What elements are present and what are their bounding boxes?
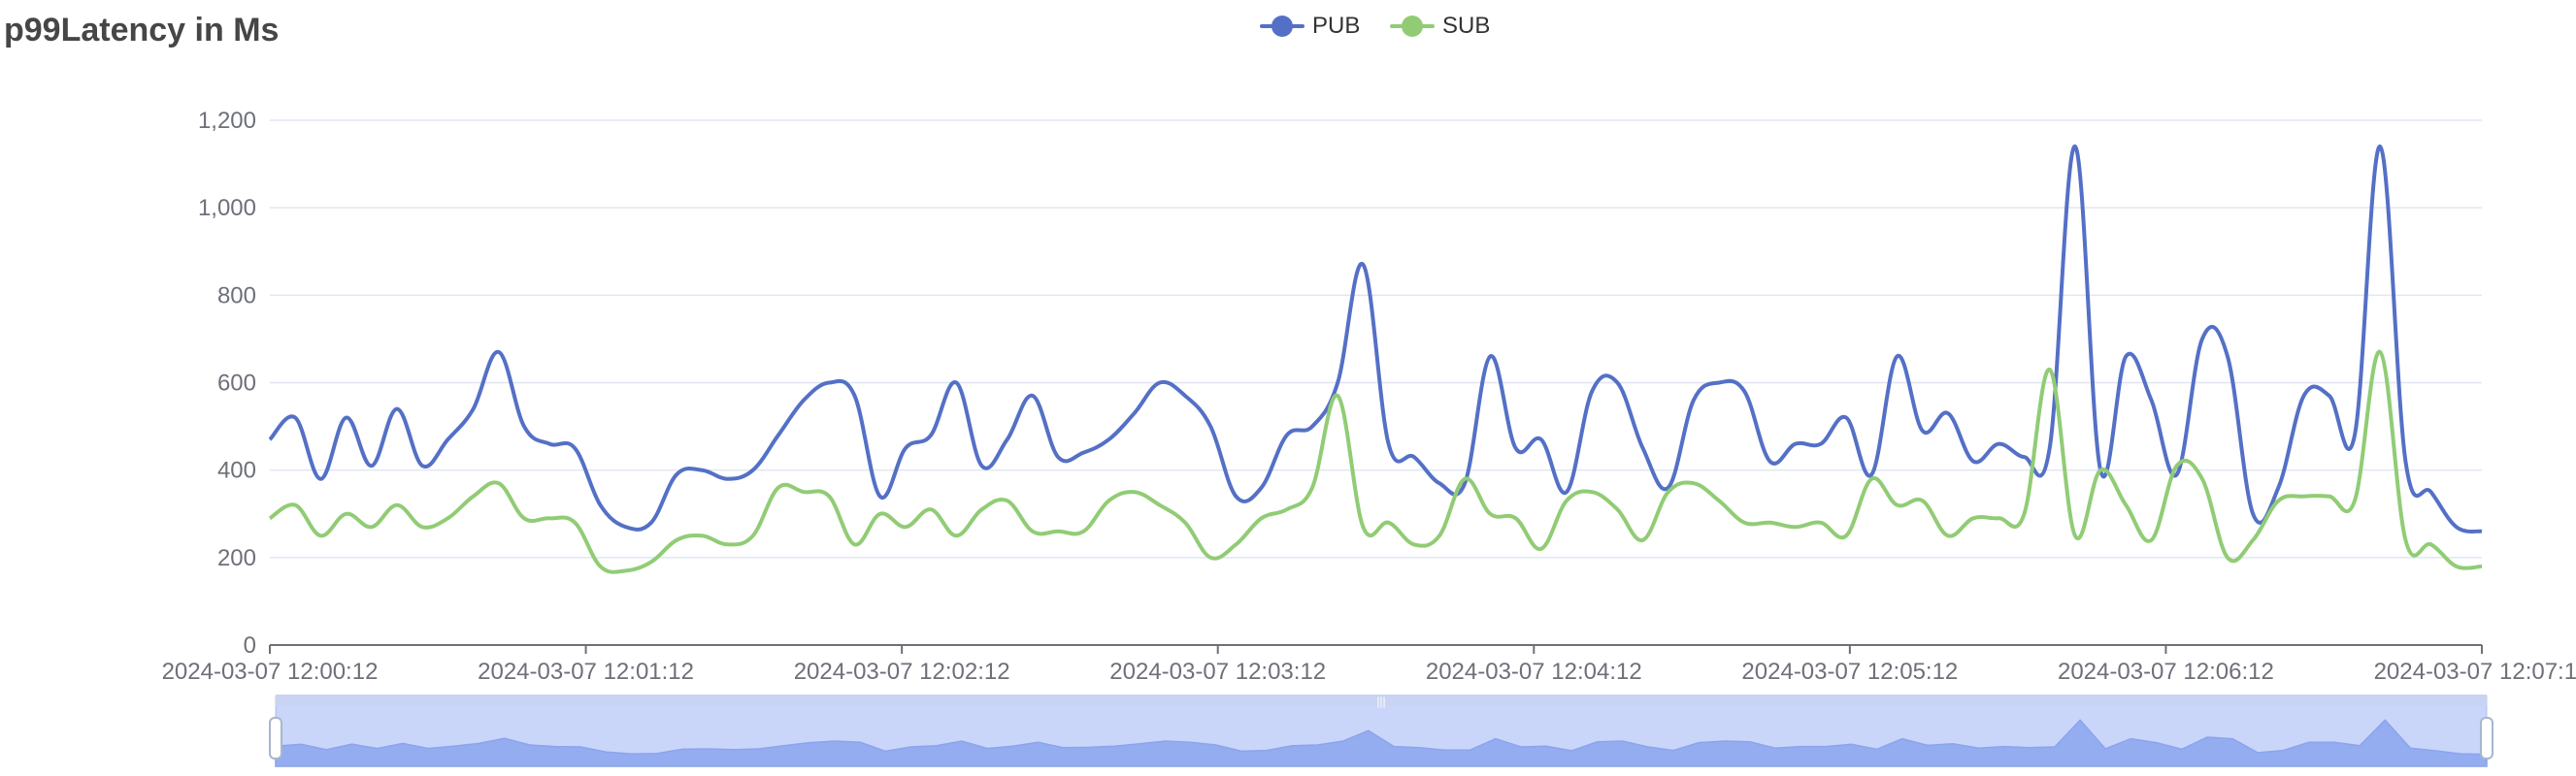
gridlines <box>270 119 2482 559</box>
legend-sub-label: SUB <box>1442 13 1491 39</box>
x-tick-label: 2024-03-07 12:04:12 <box>1426 659 1642 685</box>
chart-title: p99Latency in Ms <box>4 12 280 48</box>
x-tick-label: 2024-03-07 12:06:12 <box>2058 659 2274 685</box>
x-tick-label: 2024-03-07 12:07:12 <box>2374 659 2576 685</box>
zoom-handle-left[interactable] <box>269 717 282 760</box>
y-tick-label: 1,000 <box>198 195 256 221</box>
y-axis-ticks: 0 200 400 600 800 1,000 1,200 <box>198 108 256 659</box>
data-zoom-slider[interactable]: ||| <box>269 695 2493 767</box>
x-tick-label: 2024-03-07 12:02:12 <box>794 659 1010 685</box>
y-tick-label: 800 <box>217 282 256 308</box>
legend-item-sub[interactable]: SUB <box>1390 10 1490 43</box>
x-axis: 2024-03-07 12:00:12 2024-03-07 12:01:12 20… <box>162 644 2576 685</box>
series-line-sub <box>268 349 2483 574</box>
zoom-preview-area <box>275 719 2488 767</box>
legend-item-pub[interactable]: PUB <box>1260 10 1360 43</box>
zoom-handle-right[interactable] <box>2480 717 2493 760</box>
zoom-selection[interactable] <box>276 696 2487 766</box>
legend: PUB SUB <box>0 10 2576 43</box>
zoom-grip-icon: ||| <box>1376 695 1385 708</box>
x-tick-label: 2024-03-07 12:00:12 <box>162 659 379 685</box>
y-tick-label: 600 <box>217 371 256 397</box>
series-line-pub <box>268 144 2483 534</box>
y-tick-label: 200 <box>217 545 256 571</box>
legend-sub-marker <box>1390 10 1435 43</box>
y-tick-label: 0 <box>244 632 256 659</box>
x-tick-label: 2024-03-07 12:01:12 <box>478 659 694 685</box>
y-tick-label: 400 <box>217 458 256 484</box>
x-tick-label: 2024-03-07 12:03:12 <box>1109 659 1326 685</box>
series-lines <box>268 144 2483 574</box>
x-tick-label: 2024-03-07 12:05:12 <box>1741 659 1958 685</box>
legend-pub-marker <box>1260 10 1305 43</box>
legend-pub-label: PUB <box>1312 13 1361 39</box>
y-tick-label: 1,200 <box>198 108 256 134</box>
zoom-move-bar[interactable] <box>276 695 2487 706</box>
